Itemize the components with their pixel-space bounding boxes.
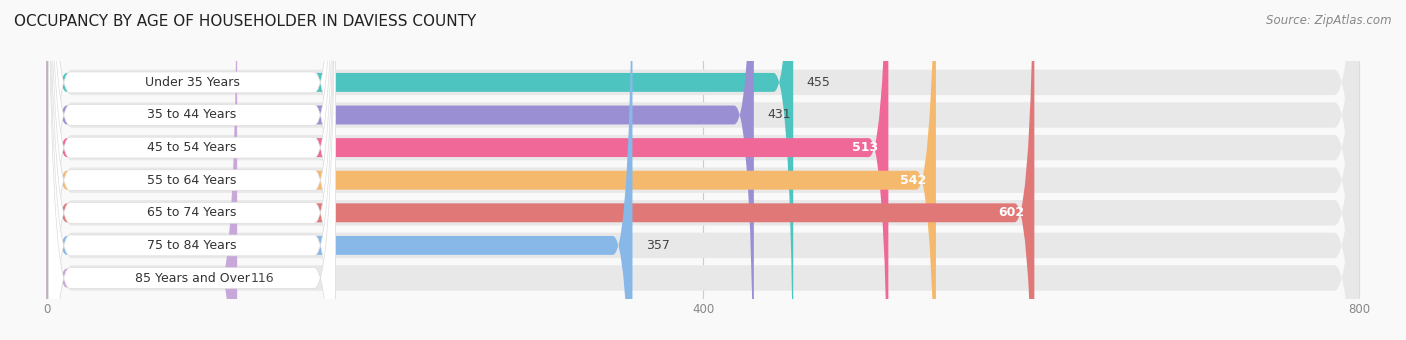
Text: 65 to 74 Years: 65 to 74 Years <box>148 206 236 219</box>
FancyBboxPatch shape <box>46 0 1360 340</box>
FancyBboxPatch shape <box>46 0 1360 340</box>
Text: 602: 602 <box>998 206 1025 219</box>
Text: Under 35 Years: Under 35 Years <box>145 76 239 89</box>
Text: 513: 513 <box>852 141 879 154</box>
FancyBboxPatch shape <box>46 0 889 340</box>
FancyBboxPatch shape <box>46 0 633 340</box>
FancyBboxPatch shape <box>46 0 1035 340</box>
Text: 357: 357 <box>645 239 669 252</box>
Text: 455: 455 <box>807 76 830 89</box>
FancyBboxPatch shape <box>46 0 1360 340</box>
FancyBboxPatch shape <box>46 0 1360 340</box>
FancyBboxPatch shape <box>48 0 336 340</box>
FancyBboxPatch shape <box>46 0 754 340</box>
FancyBboxPatch shape <box>48 0 336 340</box>
Text: 116: 116 <box>250 272 274 285</box>
Text: Source: ZipAtlas.com: Source: ZipAtlas.com <box>1267 14 1392 27</box>
FancyBboxPatch shape <box>46 0 1360 340</box>
Text: 431: 431 <box>768 108 790 121</box>
FancyBboxPatch shape <box>46 0 238 340</box>
FancyBboxPatch shape <box>48 0 336 340</box>
FancyBboxPatch shape <box>46 0 936 340</box>
Text: 542: 542 <box>900 174 927 187</box>
Text: 75 to 84 Years: 75 to 84 Years <box>148 239 236 252</box>
FancyBboxPatch shape <box>48 0 336 340</box>
FancyBboxPatch shape <box>48 0 336 340</box>
Text: OCCUPANCY BY AGE OF HOUSEHOLDER IN DAVIESS COUNTY: OCCUPANCY BY AGE OF HOUSEHOLDER IN DAVIE… <box>14 14 477 29</box>
FancyBboxPatch shape <box>46 0 1360 340</box>
Text: 35 to 44 Years: 35 to 44 Years <box>148 108 236 121</box>
FancyBboxPatch shape <box>46 0 1360 340</box>
Text: 45 to 54 Years: 45 to 54 Years <box>148 141 236 154</box>
Text: 55 to 64 Years: 55 to 64 Years <box>148 174 236 187</box>
FancyBboxPatch shape <box>48 0 336 340</box>
Text: 85 Years and Over: 85 Years and Over <box>135 272 249 285</box>
FancyBboxPatch shape <box>48 0 336 340</box>
FancyBboxPatch shape <box>46 0 793 340</box>
